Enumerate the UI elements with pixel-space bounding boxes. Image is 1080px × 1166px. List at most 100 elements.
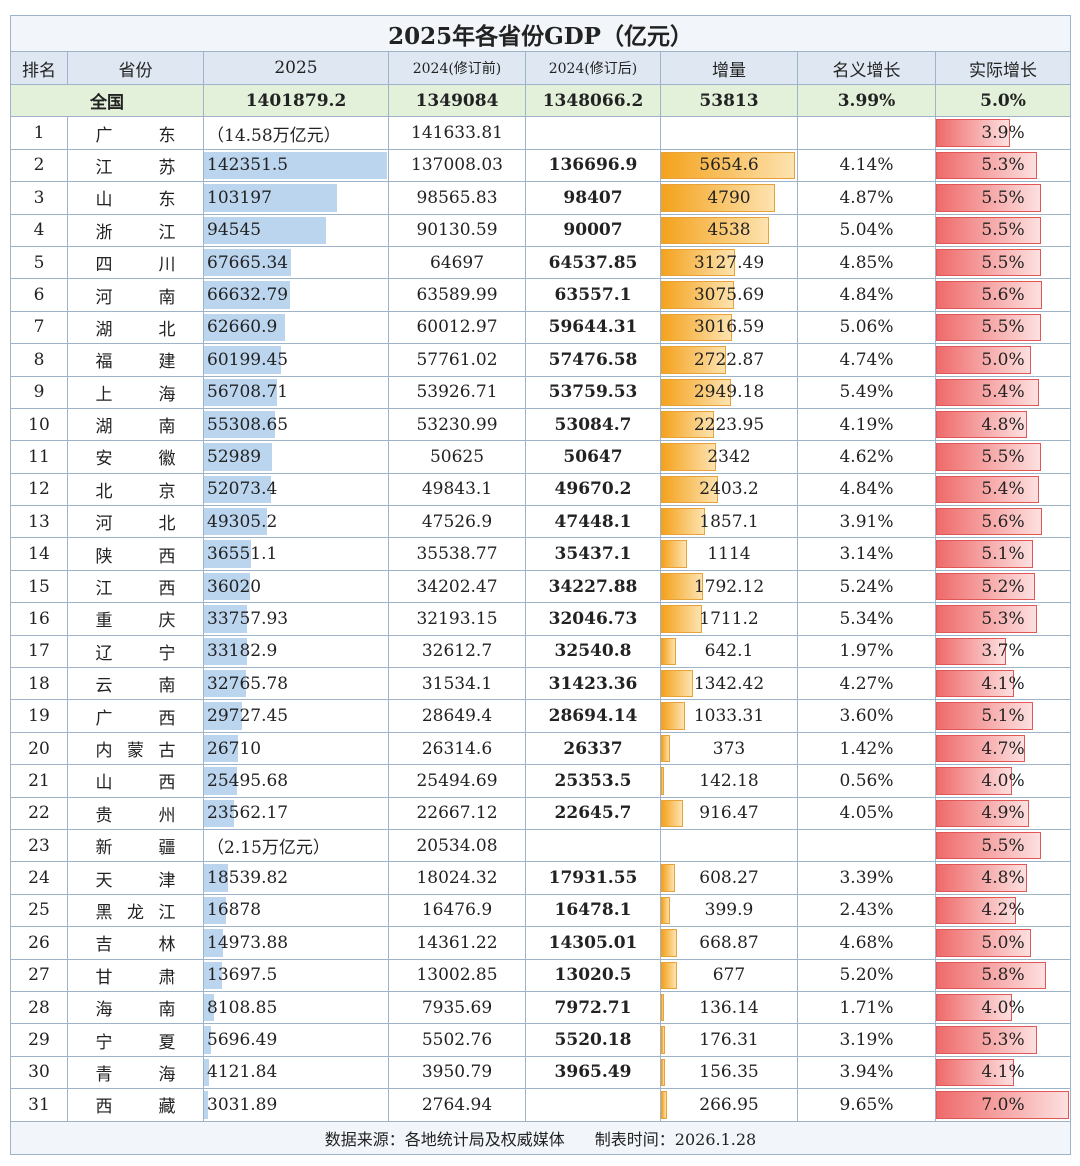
cell: 江西 xyxy=(67,569,204,604)
cell: 31423.36 xyxy=(525,667,661,701)
cell-text: 3031.89 xyxy=(207,1094,278,1115)
cell-text: 19 xyxy=(28,706,50,727)
cell-text: 25495.68 xyxy=(207,770,289,791)
data-bar xyxy=(936,993,1012,1022)
cell: 373 xyxy=(660,731,798,766)
cell-text: 373 xyxy=(712,738,746,759)
data-row: 27 甘肃 13697.5 13002.85 13020.5 677 5.20% 5.8% xyxy=(10,958,1072,992)
cell-text: 31534.1 xyxy=(421,673,493,694)
cell-text: 5654.6 xyxy=(699,155,759,176)
cell: 上海 xyxy=(67,375,204,409)
cell-text: 3.39% xyxy=(839,868,894,889)
data-row: 6 河南 66632.79 63589.99 63557.1 3075.69 4.84% 5.… xyxy=(10,278,1072,312)
cell-text: 608.27 xyxy=(699,868,759,889)
cell-text: 3016.59 xyxy=(693,317,765,338)
data-row: 11 安徽 52989 50625 50647 2342 4.62% 5.5% xyxy=(10,440,1072,474)
data-bar xyxy=(661,670,693,698)
cell-text: 5.5% xyxy=(981,220,1025,241)
province: 甘肃 xyxy=(95,967,176,988)
cell-text: 35538.77 xyxy=(416,544,498,565)
data-bar xyxy=(936,799,1030,827)
cell: 4.8% xyxy=(934,407,1072,442)
data-bar xyxy=(661,281,734,309)
table-body: 2025年各省份GDP（亿元） 排名 省份 2025 2024(修订前) 2024(修订… xyxy=(9,15,1072,1155)
cell: 4.87% xyxy=(797,181,936,215)
province: 吉林 xyxy=(95,935,176,956)
cell-text: 4538 xyxy=(707,220,751,241)
cell: 吉林 xyxy=(67,926,204,960)
province: 湖北 xyxy=(95,319,176,340)
cell-text: 4.9% xyxy=(981,803,1025,824)
province: 陕西 xyxy=(95,546,176,567)
cell: 0.56% xyxy=(797,764,936,798)
cell-text: 25 xyxy=(28,900,50,921)
cell-text: 2.43% xyxy=(839,900,894,921)
data-bar xyxy=(936,605,1037,633)
data-row: 2 江苏 142351.5 137008.03 136696.9 5654.6 4.14% 5… xyxy=(10,148,1072,183)
province: 青海 xyxy=(95,1064,176,1085)
province: 江西 xyxy=(95,579,176,600)
cell-text: 17931.55 xyxy=(548,868,638,889)
data-bar xyxy=(204,605,248,633)
data-bar xyxy=(661,896,671,925)
cell: 49843.1 xyxy=(388,472,526,507)
national-cell: 1348066.2 xyxy=(525,83,661,118)
cell: 13002.85 xyxy=(388,958,526,992)
cell: 20534.08 xyxy=(388,828,526,863)
data-bar xyxy=(204,1026,212,1054)
cell-text: 5 xyxy=(33,252,45,273)
data-bar xyxy=(936,961,1047,989)
cell-text: 29 xyxy=(28,1030,50,1051)
cell-text: 56708.71 xyxy=(207,382,289,403)
cell-text: 4.0% xyxy=(981,770,1025,791)
cell-text: 4.84% xyxy=(839,479,894,500)
cell-text: 16478.1 xyxy=(554,900,632,921)
cell-text: （14.58万亿元） xyxy=(207,125,341,146)
data-bar xyxy=(204,896,226,925)
cell-text: 668.87 xyxy=(699,932,759,953)
cell-text: 1711.2 xyxy=(699,608,759,629)
cell-text: 66632.79 xyxy=(207,285,289,306)
cell: 河北 xyxy=(67,505,204,539)
cell-text: 5.4% xyxy=(981,382,1025,403)
data-bar xyxy=(204,799,235,827)
cell-text: 12 xyxy=(28,479,50,500)
cell-text: 9.65% xyxy=(839,1094,894,1115)
cell: 59644.31 xyxy=(525,310,661,345)
cell-text: 5.24% xyxy=(839,576,894,597)
cell-text: 3 xyxy=(33,187,45,208)
cell-text: 18024.32 xyxy=(416,868,498,889)
cell: 47526.9 xyxy=(388,505,526,539)
data-bar xyxy=(661,378,731,406)
table-wrap: 2025年各省份GDP（亿元） 排名 省份 2025 2024(修订前) 2024(修订… xyxy=(9,15,1072,1155)
cell: 4.2% xyxy=(934,893,1072,928)
data-bar xyxy=(936,929,1031,957)
cell-text: 1342.42 xyxy=(693,673,765,694)
cell-text: 3.60% xyxy=(839,706,894,727)
data-bar xyxy=(936,540,1033,568)
data-bar xyxy=(204,443,273,471)
data-bar xyxy=(661,1091,668,1119)
gdp-table: 2025年各省份GDP（亿元） 排名 省份 2025 2024(修订前) 2024(修订… xyxy=(9,15,1072,1155)
cell: 3 xyxy=(10,181,68,215)
title-row: 2025年各省份GDP（亿元） xyxy=(9,15,1072,52)
data-bar xyxy=(661,799,683,827)
cell: 53759.53 xyxy=(525,375,661,409)
cell: 52989 xyxy=(203,440,389,474)
cell: 5.4% xyxy=(934,375,1072,409)
cell-text: 4.27% xyxy=(839,673,894,694)
cell-text: 4.7% xyxy=(981,738,1025,759)
data-row: 17 辽宁 33182.9 32612.7 32540.8 642.1 1.97% 3.7% xyxy=(10,634,1072,669)
cell-text: 1 xyxy=(33,123,45,144)
cell: 34202.47 xyxy=(388,569,526,604)
data-bar xyxy=(661,1058,665,1087)
cell: 32612.7 xyxy=(388,634,526,669)
cell: 5.5% xyxy=(934,440,1072,474)
cell-text: 4.8% xyxy=(981,414,1025,435)
cell xyxy=(797,828,936,863)
cell: 甘肃 xyxy=(67,958,204,992)
cell: 60012.97 xyxy=(388,310,526,345)
cell: 66632.79 xyxy=(203,278,389,312)
data-bar xyxy=(936,248,1041,277)
cell: 宁夏 xyxy=(67,1023,204,1057)
